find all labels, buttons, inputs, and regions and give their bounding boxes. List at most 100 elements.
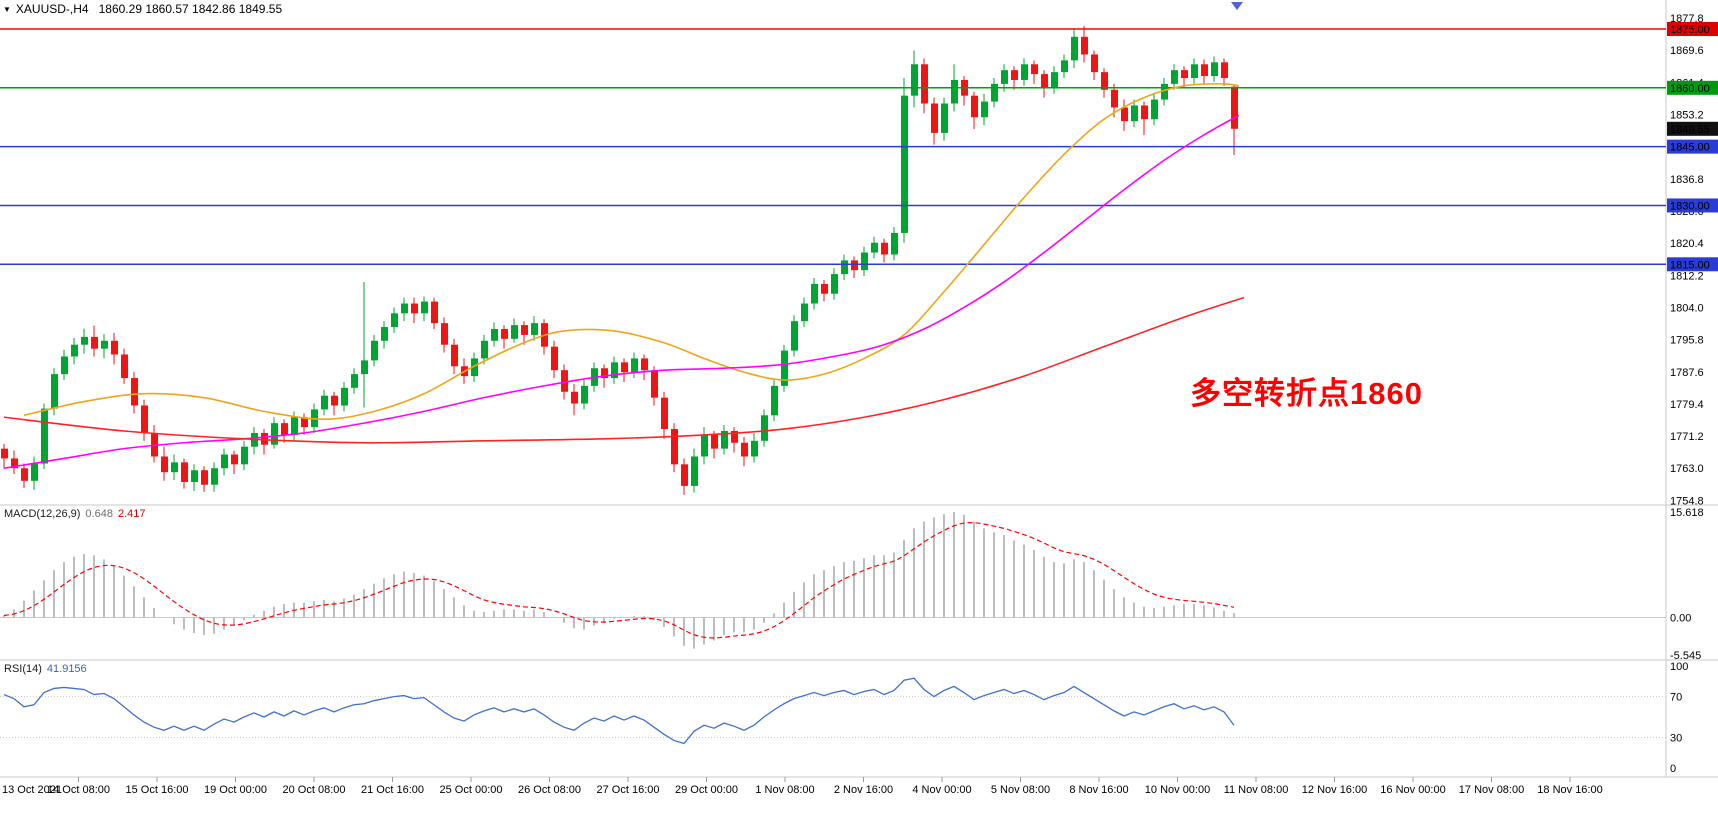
candle-body <box>741 442 748 457</box>
candle-body <box>61 356 68 375</box>
macd-histogram-bar <box>613 617 615 619</box>
macd-histogram-bar <box>1233 613 1235 618</box>
macd-histogram-bar <box>123 575 125 618</box>
macd-histogram-bar <box>323 599 325 618</box>
candle-body <box>811 283 818 304</box>
candle-body <box>621 362 628 373</box>
macd-histogram-bar <box>473 610 475 618</box>
candle-body <box>211 468 218 485</box>
candle-body <box>381 327 388 341</box>
price-axis-label: 1869.6 <box>1670 45 1704 57</box>
macd-main-value: 0.648 <box>85 508 113 520</box>
time-axis-label: 12 Nov 16:00 <box>1302 784 1367 796</box>
macd-histogram-bar <box>1143 606 1145 618</box>
macd-histogram-bar <box>1223 610 1225 618</box>
macd-histogram-bar <box>843 562 845 618</box>
candle-body <box>1101 72 1108 90</box>
macd-histogram-bar <box>523 610 525 618</box>
macd-histogram-bar <box>153 608 155 618</box>
rsi-name: RSI(14) <box>4 663 42 675</box>
ma-line-magenta <box>3 114 1240 470</box>
macd-histogram-bar <box>603 617 605 623</box>
candle-body <box>231 454 238 465</box>
candle-body <box>661 397 668 430</box>
price-badge-text: 1849.55 <box>1670 124 1710 136</box>
candle-body <box>121 354 128 379</box>
macd-signal-value: 2.417 <box>117 508 146 520</box>
candle-body <box>821 283 828 294</box>
candle-body <box>101 340 108 349</box>
candle-body <box>711 434 718 449</box>
macd-histogram-bar <box>1193 603 1195 618</box>
candle-body <box>51 374 58 409</box>
candle-body <box>181 462 188 482</box>
candle-body <box>81 336 88 345</box>
candle-body <box>901 95 908 233</box>
macd-histogram-bar <box>903 539 905 618</box>
time-axis-label: 5 Nov 08:00 <box>991 784 1050 796</box>
macd-histogram-bar <box>783 602 785 618</box>
candle-body <box>1051 72 1058 88</box>
macd-histogram-bar <box>653 617 655 621</box>
symbol-dropdown-icon[interactable]: ▼ <box>3 5 11 14</box>
macd-histogram-bar <box>683 617 685 646</box>
macd-histogram-bar <box>363 589 365 618</box>
candle-body <box>481 340 488 359</box>
candle-body <box>271 423 278 445</box>
candle-body <box>691 456 698 486</box>
macd-histogram-bar <box>753 617 755 630</box>
time-axis-label: 15 Oct 16:00 <box>126 784 189 796</box>
chart-shift-icon[interactable] <box>1231 2 1243 10</box>
candle-body <box>401 303 408 314</box>
macd-histogram-bar <box>453 597 455 618</box>
price-axis-label: 1804.0 <box>1670 302 1704 314</box>
macd-axis-label: 15.618 <box>1670 507 1704 519</box>
macd-histogram-bar <box>1153 608 1155 618</box>
time-axis-label: 26 Oct 08:00 <box>518 784 581 796</box>
macd-histogram-bar <box>1213 607 1215 618</box>
candle-body <box>891 232 898 255</box>
candle-body <box>771 385 778 416</box>
price-badge-1860.00 <box>1667 80 1718 95</box>
price-axis-label: 1836.8 <box>1670 174 1704 186</box>
macd-histogram-bar <box>173 617 175 625</box>
time-axis-label: 17 Nov 08:00 <box>1459 784 1524 796</box>
macd-histogram-bar <box>73 556 75 618</box>
candle-body <box>91 336 98 349</box>
macd-histogram-bar <box>733 617 735 633</box>
candle-body <box>1071 36 1078 61</box>
candle-body <box>1121 107 1128 122</box>
time-axis-label: 11 Nov 08:00 <box>1224 784 1289 796</box>
rsi-line <box>3 677 1235 745</box>
ma-line-orange <box>23 83 1240 421</box>
macd-histogram-bar <box>393 574 395 618</box>
candle-body <box>791 321 798 351</box>
time-axis-label: 20 Oct 08:00 <box>283 784 346 796</box>
macd-histogram-bar <box>863 558 865 618</box>
candle-body <box>581 385 588 404</box>
macd-histogram-bar <box>743 617 745 633</box>
annotation-text: 多空转折点1860 <box>1190 376 1423 411</box>
candle-body <box>191 470 198 482</box>
macd-histogram-bar <box>513 609 515 618</box>
candle-body <box>1021 64 1028 80</box>
macd-histogram-bar <box>703 617 705 645</box>
candle-body <box>921 64 928 104</box>
rsi-axis-label: 30 <box>1670 732 1682 744</box>
price-badge-text: 1815.00 <box>1670 259 1710 271</box>
candle-body <box>1201 64 1208 77</box>
price-badge-1830.00 <box>1667 198 1718 213</box>
time-axis-label: 4 Nov 00:00 <box>912 784 971 796</box>
macd-histogram-bar <box>1203 605 1205 618</box>
candle-body <box>201 470 208 485</box>
symbol-period-label: XAUUSD-,H4 <box>15 2 89 16</box>
macd-histogram-bar <box>723 617 725 636</box>
candle-body <box>911 64 918 96</box>
price-axis-label: 1812.2 <box>1670 270 1704 282</box>
time-axis-label: 27 Oct 16:00 <box>597 784 660 796</box>
candle-body <box>721 430 728 449</box>
macd-histogram-bar <box>953 512 955 618</box>
